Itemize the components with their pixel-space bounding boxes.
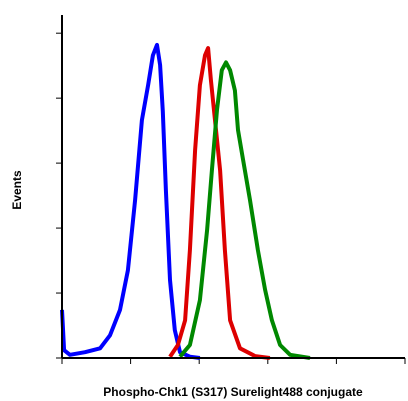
x-axis-label: Phospho-Chk1 (S317) Surelight488 conjuga… (103, 385, 363, 399)
y-axis-label: Events (10, 170, 24, 210)
histogram-line (178, 60, 311, 360)
histogram-line (168, 46, 271, 360)
histogram-line (60, 42, 201, 360)
